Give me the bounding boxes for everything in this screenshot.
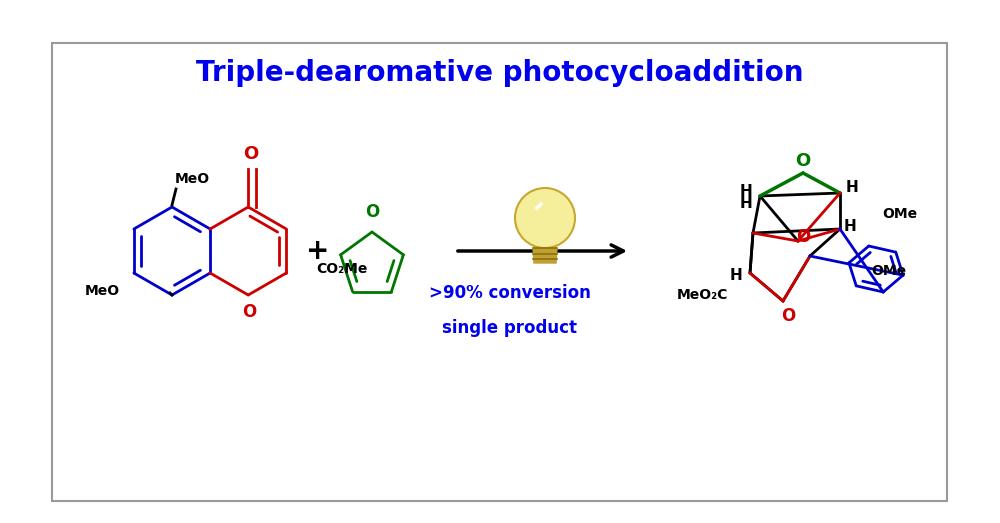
- Text: OMe: OMe: [882, 207, 917, 221]
- Text: H: H: [740, 197, 752, 211]
- Text: H: H: [844, 220, 856, 234]
- Text: O: O: [365, 203, 379, 221]
- Polygon shape: [533, 248, 557, 263]
- Text: O: O: [244, 145, 259, 163]
- Text: O: O: [781, 307, 795, 325]
- Text: O: O: [795, 152, 811, 170]
- Text: H: H: [740, 184, 752, 199]
- Text: H: H: [730, 267, 742, 282]
- Text: single product: single product: [442, 319, 578, 337]
- Text: MeO: MeO: [85, 284, 120, 298]
- FancyBboxPatch shape: [52, 43, 947, 501]
- Text: O: O: [796, 228, 810, 246]
- Text: O: O: [242, 303, 256, 321]
- Text: OMe: OMe: [871, 264, 906, 278]
- Text: H: H: [846, 180, 858, 196]
- Text: >90% conversion: >90% conversion: [429, 284, 591, 302]
- Text: MeO₂C: MeO₂C: [677, 288, 728, 302]
- Text: CO₂Me: CO₂Me: [316, 262, 368, 276]
- Text: Triple-dearomative photocycloaddition: Triple-dearomative photocycloaddition: [196, 59, 804, 87]
- Circle shape: [515, 188, 575, 248]
- Text: MeO: MeO: [174, 172, 210, 186]
- Text: +: +: [306, 237, 330, 265]
